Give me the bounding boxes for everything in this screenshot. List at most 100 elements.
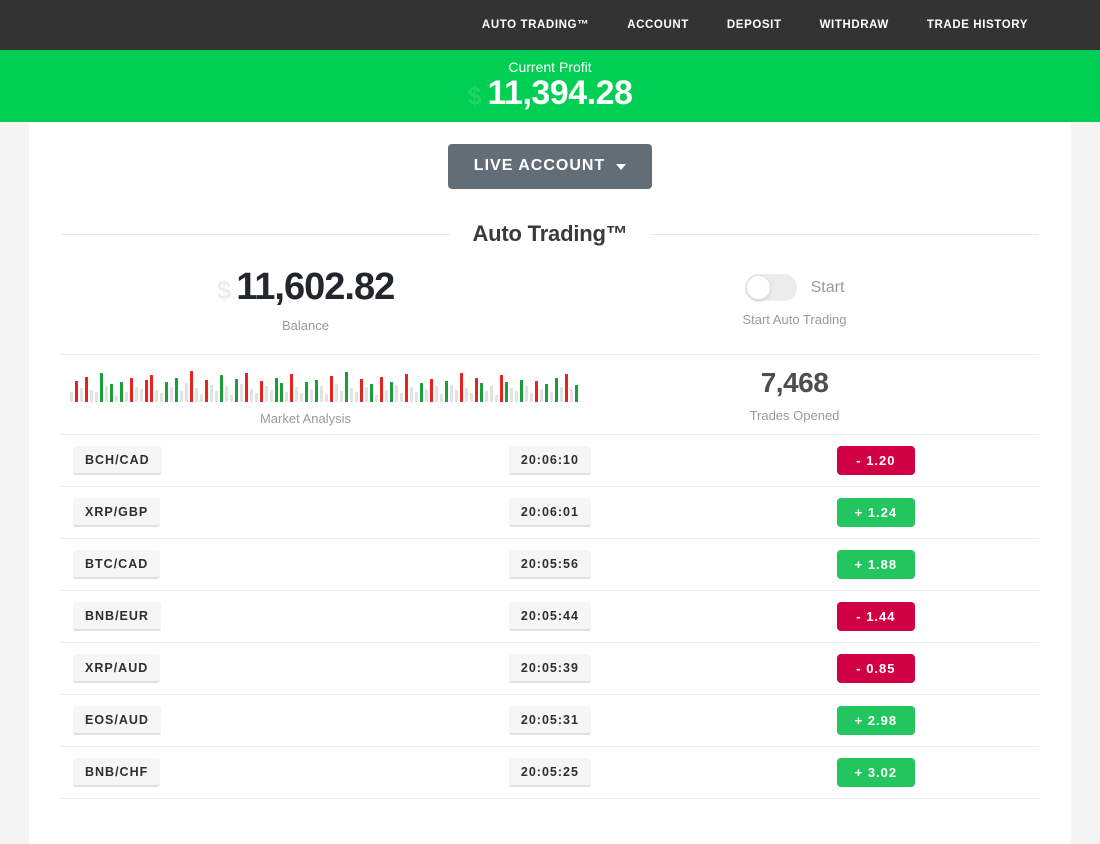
market-analysis-bar (289, 373, 293, 402)
market-analysis-bar (499, 374, 503, 402)
market-analysis-bar (364, 386, 368, 402)
nav-withdraw[interactable]: WITHDRAW (819, 19, 889, 31)
table-row[interactable]: BNB/CHF 20:05:25 + 3.02 (61, 747, 1039, 799)
table-row[interactable]: XRP/GBP 20:06:01 + 1.24 (61, 487, 1039, 539)
nav-trade-history[interactable]: TRADE HISTORY (926, 19, 1028, 31)
market-analysis-bar (379, 376, 383, 402)
trade-time-chip: 20:06:01 (508, 498, 591, 527)
market-analysis-bar (184, 382, 188, 402)
nav-auto-trading[interactable]: AUTO TRADING™ (481, 19, 590, 31)
market-analysis-bar (84, 376, 88, 402)
table-row[interactable]: BNB/EUR 20:05:44 - 1.44 (61, 591, 1039, 643)
market-analysis-bar (474, 377, 478, 402)
toggle-knob (745, 275, 771, 300)
market-analysis-bar (414, 391, 418, 402)
market-analysis-bar (214, 390, 218, 402)
market-analysis-bar (354, 391, 358, 402)
live-account-dropdown-button[interactable]: LIVE ACCOUNT (447, 144, 653, 189)
trade-pair-cell: BTC/CAD (61, 550, 387, 579)
trade-pair-chip: BNB/CHF (73, 758, 161, 787)
divider-left (61, 233, 451, 235)
currency-symbol: $ (216, 274, 232, 305)
market-analysis-bar (199, 393, 203, 402)
content-sheet: LIVE ACCOUNT Auto Trading™ $ 11,602.82 B… (29, 122, 1071, 844)
market-analysis-bar (99, 372, 103, 402)
table-row[interactable]: EOS/AUD 20:05:31 + 2.98 (61, 695, 1039, 747)
market-analysis-bar (284, 391, 288, 402)
table-row[interactable]: BCH/CAD 20:06:10 - 1.20 (61, 435, 1039, 487)
market-analysis-bar (244, 372, 248, 402)
market-analysis-bar (574, 384, 578, 402)
live-account-label: LIVE ACCOUNT (473, 157, 606, 174)
trade-time-cell: 20:05:31 (387, 706, 713, 735)
balance-caption: Balance (282, 318, 329, 334)
table-row[interactable]: XRP/AUD 20:05:39 - 0.85 (61, 643, 1039, 695)
auto-trading-toggle[interactable] (744, 274, 797, 301)
market-analysis-bar (399, 392, 403, 402)
market-analysis-stat: Market Analysis (61, 355, 578, 434)
market-analysis-bar (169, 386, 173, 402)
nav-account[interactable]: ACCOUNT (627, 19, 689, 31)
market-analysis-bar (349, 387, 353, 402)
trade-pair-chip: BCH/CAD (73, 446, 162, 475)
market-analysis-bar (484, 390, 488, 402)
market-analysis-bar (264, 385, 268, 402)
trades-opened-caption: Trades Opened (749, 407, 840, 423)
current-profit-amount-wrap: $ 11,394.28 (468, 76, 633, 112)
trade-time-cell: 20:05:39 (387, 654, 713, 683)
trade-result-badge: + 1.88 (836, 550, 915, 579)
trade-pair-cell: BNB/CHF (61, 758, 387, 787)
market-analysis-bar (409, 386, 413, 402)
market-analysis-bar (429, 378, 433, 402)
nav-deposit[interactable]: DEPOSIT (726, 19, 782, 31)
market-analysis-bar (549, 391, 553, 402)
market-analysis-bar (69, 391, 73, 402)
market-analysis-bar (279, 382, 283, 402)
top-navigation-bar: AUTO TRADING™ ACCOUNT DEPOSIT WITHDRAW TRADE… (0, 0, 1100, 50)
market-analysis-bar (494, 394, 498, 402)
trade-pair-chip: XRP/GBP (73, 498, 161, 527)
trade-value-cell: - 0.85 (713, 654, 1039, 683)
trade-time-cell: 20:05:25 (387, 758, 713, 787)
market-analysis-bar (449, 384, 453, 402)
current-profit-label: Current Profit (508, 58, 592, 75)
market-analysis-bar (304, 381, 308, 402)
market-analysis-bar (434, 385, 438, 402)
market-analysis-bar (419, 382, 423, 402)
market-analysis-bar (309, 388, 313, 402)
market-analysis-bar (369, 383, 373, 402)
page-body: LIVE ACCOUNT Auto Trading™ $ 11,602.82 B… (0, 122, 1100, 844)
market-analysis-bar (329, 375, 333, 402)
market-analysis-bar (219, 374, 223, 402)
market-analysis-bar (504, 381, 508, 402)
balance-value-wrap: $ 11,602.82 (216, 267, 395, 308)
market-analysis-bar (234, 378, 238, 402)
stats-row-secondary: Market Analysis 7,468 Trades Opened (61, 355, 1039, 435)
market-analysis-bar (274, 377, 278, 402)
trade-pair-cell: BNB/EUR (61, 602, 387, 631)
nav-list: AUTO TRADING™ ACCOUNT DEPOSIT WITHDRAW TRADE… (482, 19, 1028, 31)
market-analysis-bar (444, 380, 448, 402)
trade-pair-cell: XRP/AUD (61, 654, 387, 683)
trade-time-chip: 20:05:39 (508, 654, 591, 683)
market-analysis-bar (374, 394, 378, 402)
market-analysis-bar (319, 385, 323, 402)
trade-result-badge: - 1.44 (836, 602, 915, 631)
toggle-state-label: Start (810, 278, 845, 296)
trade-time-cell: 20:06:10 (387, 446, 713, 475)
market-analysis-bar (479, 382, 483, 402)
table-row[interactable]: BTC/CAD 20:05:56 + 1.88 (61, 539, 1039, 591)
auto-trading-toggle-stat: Start Start Auto Trading (550, 247, 1039, 354)
market-analysis-bar (149, 374, 153, 402)
market-analysis-bar (509, 387, 513, 402)
market-analysis-bar (124, 391, 128, 402)
market-analysis-bar (324, 393, 328, 402)
market-analysis-bar (154, 389, 158, 402)
trade-pair-chip: EOS/AUD (73, 706, 161, 735)
market-analysis-bar (544, 383, 548, 402)
market-analysis-bar (189, 370, 193, 402)
trade-pair-cell: BCH/CAD (61, 446, 387, 475)
market-analysis-bar (204, 379, 208, 402)
market-analysis-bar (89, 389, 93, 402)
caret-down-icon (616, 164, 627, 170)
